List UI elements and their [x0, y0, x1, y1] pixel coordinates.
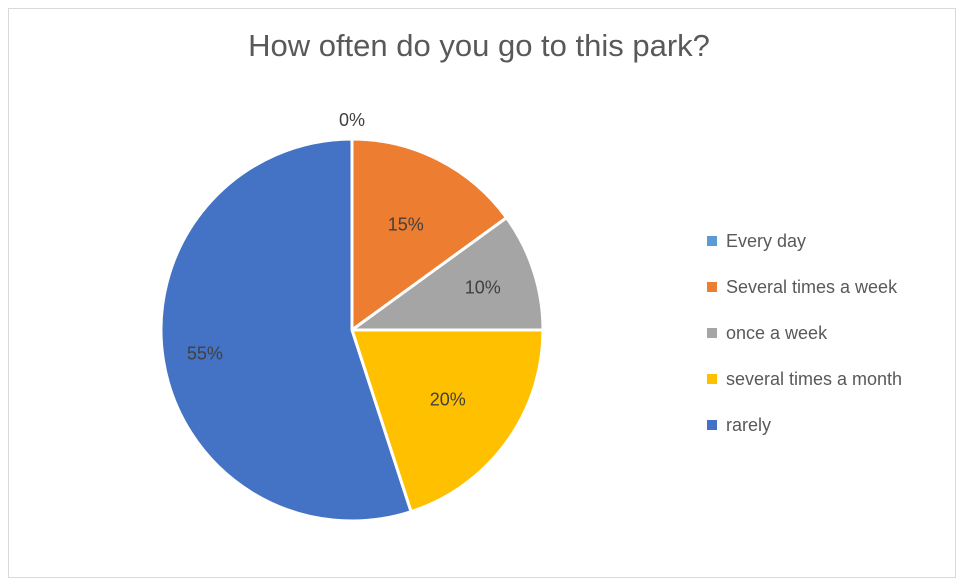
- legend-item-rarely: rarely: [707, 410, 902, 440]
- data-label-once-a-week: 10%: [465, 278, 501, 298]
- pie-slice-several-times-a-week: [350, 137, 509, 332]
- legend-swatch: [707, 236, 717, 246]
- legend-item-once-a-week: once a week: [707, 318, 902, 348]
- legend-label: rarely: [726, 414, 772, 435]
- legend-swatch: [707, 420, 717, 430]
- pie-slice-several-times-a-month: [350, 328, 545, 514]
- legend-label: Every day: [726, 230, 807, 251]
- legend-swatch: [707, 374, 717, 384]
- data-label-rarely: 55%: [187, 343, 223, 363]
- legend-label: Several times a week: [726, 276, 898, 297]
- legend-swatch: [707, 282, 717, 292]
- legend-label: once a week: [726, 322, 828, 343]
- pie-slice-once-a-week: [350, 216, 545, 332]
- legend-label: several times a month: [726, 368, 903, 389]
- data-label-several-times-a-week: 15%: [388, 214, 424, 234]
- legend-swatch: [707, 328, 717, 338]
- pie-slice-rarely: [159, 137, 413, 523]
- data-label-several-times-a-month: 20%: [430, 390, 466, 410]
- legend-item-several-times-a-week: Several times a week: [707, 272, 902, 302]
- chart-title: How often do you go to this park?: [248, 28, 710, 63]
- data-label-every-day: 0%: [339, 110, 365, 130]
- legend-item-every-day: Every day: [707, 226, 902, 256]
- legend-item-several-times-a-month: several times a month: [707, 364, 902, 394]
- chart-legend: Every day Several times a week once a week…: [707, 226, 902, 456]
